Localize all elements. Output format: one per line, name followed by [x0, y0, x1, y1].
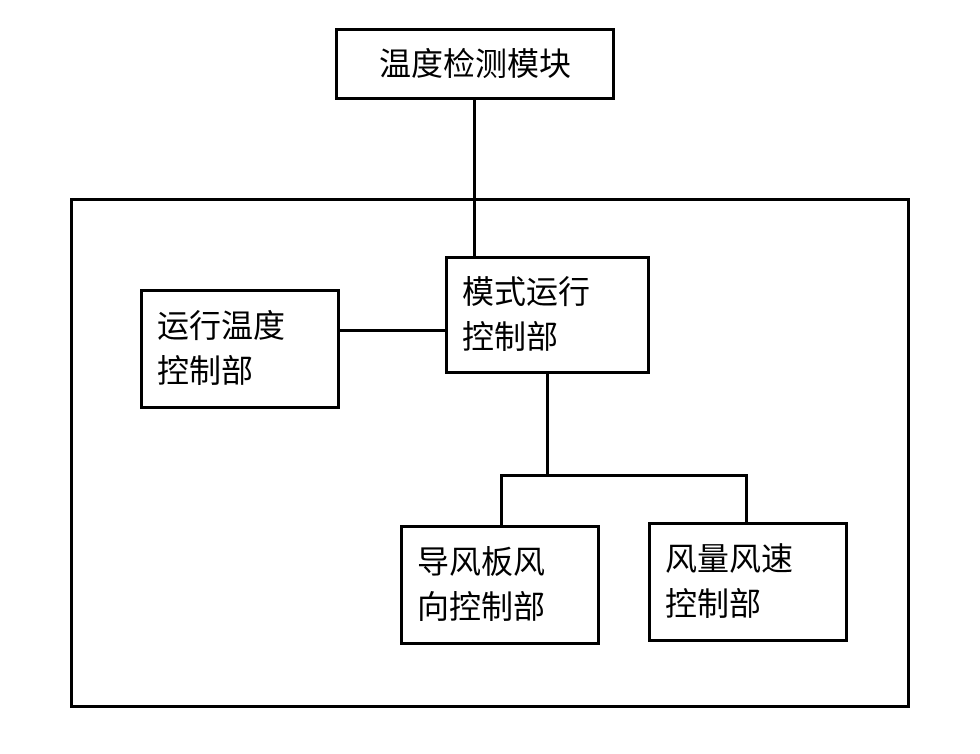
- edge-container-to-mode: [473, 201, 476, 256]
- node-wind-direction: 导风板风 向控制部: [400, 525, 600, 645]
- edge-mode-down: [546, 374, 549, 474]
- edge-to-wind-dir: [500, 474, 503, 525]
- edge-to-wind-vol: [745, 474, 748, 522]
- label-mode-control: 模式运行 控制部: [462, 270, 590, 360]
- edge-temp-to-mode: [340, 329, 445, 332]
- node-temp-control: 运行温度 控制部: [140, 289, 340, 409]
- edge-bottom-h: [500, 474, 748, 477]
- node-wind-volume: 风量风速 控制部: [648, 522, 848, 642]
- label-wind-volume: 风量风速 控制部: [665, 537, 793, 627]
- node-temp-detect: 温度检测模块: [335, 28, 615, 100]
- label-temp-detect: 温度检测模块: [379, 42, 571, 87]
- edge-top-to-container: [473, 100, 476, 198]
- label-temp-control: 运行温度 控制部: [157, 304, 285, 394]
- node-mode-control: 模式运行 控制部: [445, 256, 650, 374]
- label-wind-direction: 导风板风 向控制部: [417, 540, 545, 630]
